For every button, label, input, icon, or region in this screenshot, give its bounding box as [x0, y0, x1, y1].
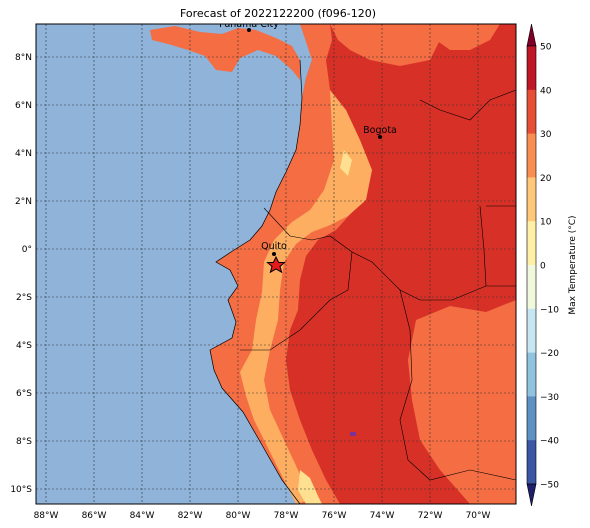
colorbar-tick: 0 [540, 262, 546, 272]
lat-tick: 6°S [16, 389, 32, 399]
temp-zone-mild [240, 90, 372, 504]
lon-tick: 80°W [226, 511, 251, 521]
colorbar-segment [527, 396, 536, 441]
colorbar-tick: 50 [540, 43, 552, 53]
colorbar: 50 40 30 20 10 0 −10 −20 −30 −40 −50 Max… [526, 23, 578, 507]
temp-zone-warm-north [330, 24, 440, 66]
colorbar-tick: 30 [540, 130, 552, 140]
colorbar-frame [526, 45, 537, 485]
colorbar-segment [527, 89, 536, 135]
country-borders [240, 89, 516, 481]
temp-zone-warm-ne [420, 24, 500, 50]
lat-tick: 4°S [16, 341, 32, 351]
colorbar-tick: 40 [540, 86, 552, 96]
lake [350, 432, 356, 436]
lon-tick: 84°W [130, 511, 155, 521]
temp-zone-cool-2 [340, 150, 352, 176]
colorbar-ticks: 50 40 30 20 10 0 −10 −20 −30 −40 −50 [540, 43, 559, 491]
land-panama [150, 26, 300, 80]
temp-zone-cool-1 [298, 470, 322, 504]
panama-city-marker [247, 28, 251, 32]
lon-tick: 76°W [322, 511, 347, 521]
colorbar-arrow-bottom [526, 483, 537, 507]
colorbar-tick: 20 [540, 174, 552, 184]
lat-tick: 6°N [15, 101, 32, 111]
colorbar-segment [527, 265, 536, 310]
panama-city-label: Panama City [219, 19, 279, 30]
lat-tick: 10°S [10, 485, 32, 495]
lat-tick: 2°N [15, 197, 32, 207]
colorbar-segment [527, 440, 536, 485]
lon-tick: 74°W [370, 511, 395, 521]
lat-tick: 8°S [16, 437, 32, 447]
lat-gridlines [36, 56, 516, 490]
colorbar-segment [527, 352, 536, 397]
map-frame [35, 23, 517, 505]
lon-tick: 72°W [418, 511, 443, 521]
lon-tick: 86°W [82, 511, 107, 521]
temp-zone-warm-east [408, 300, 516, 504]
colorbar-segment [527, 177, 536, 222]
colorbar-segments [527, 46, 536, 485]
quito-label: Quito [261, 241, 287, 252]
lat-tick: 8°N [15, 53, 32, 63]
colorbar-tick: −30 [540, 393, 559, 403]
lon-tick: 82°W [178, 511, 203, 521]
colorbar-tick: −50 [540, 481, 559, 491]
colorbar-segment [527, 46, 536, 91]
location-star-icon [266, 255, 286, 274]
lon-gridlines [45, 24, 479, 504]
lat-tick: 2°S [16, 293, 32, 303]
lat-tick: 0° [22, 245, 32, 255]
lon-tick: 78°W [274, 511, 299, 521]
quito-marker [272, 252, 276, 256]
colorbar-segment [527, 308, 536, 354]
colorbar-tick: −10 [540, 305, 559, 315]
colorbar-tick: −40 [540, 437, 559, 447]
coastline [209, 59, 303, 504]
lon-tick: 70°W [466, 511, 491, 521]
map-title: Forecast of 2022122200 (f096-120) [179, 7, 377, 20]
colorbar-segment [527, 133, 536, 178]
bogota-label: Bogota [363, 125, 397, 136]
colorbar-tick: 10 [540, 218, 552, 228]
lon-tick-labels: 88°W 86°W 84°W 82°W 80°W 78°W 76°W 74°W … [34, 511, 491, 521]
colorbar-arrow-top [526, 23, 537, 47]
colorbar-tick: −20 [540, 349, 559, 359]
colorbar-label: Max Temperature (°C) [568, 215, 578, 314]
bogota-marker [378, 135, 382, 139]
map-panel: Panama City Bogota Quito [36, 19, 516, 504]
colorbar-segment [527, 221, 536, 266]
lon-tick: 88°W [34, 511, 59, 521]
lat-tick-labels: 8°N 6°N 4°N 2°N 0° 2°S 4°S 6°S 8°S 10°S [10, 53, 32, 495]
lat-tick: 4°N [15, 149, 32, 159]
